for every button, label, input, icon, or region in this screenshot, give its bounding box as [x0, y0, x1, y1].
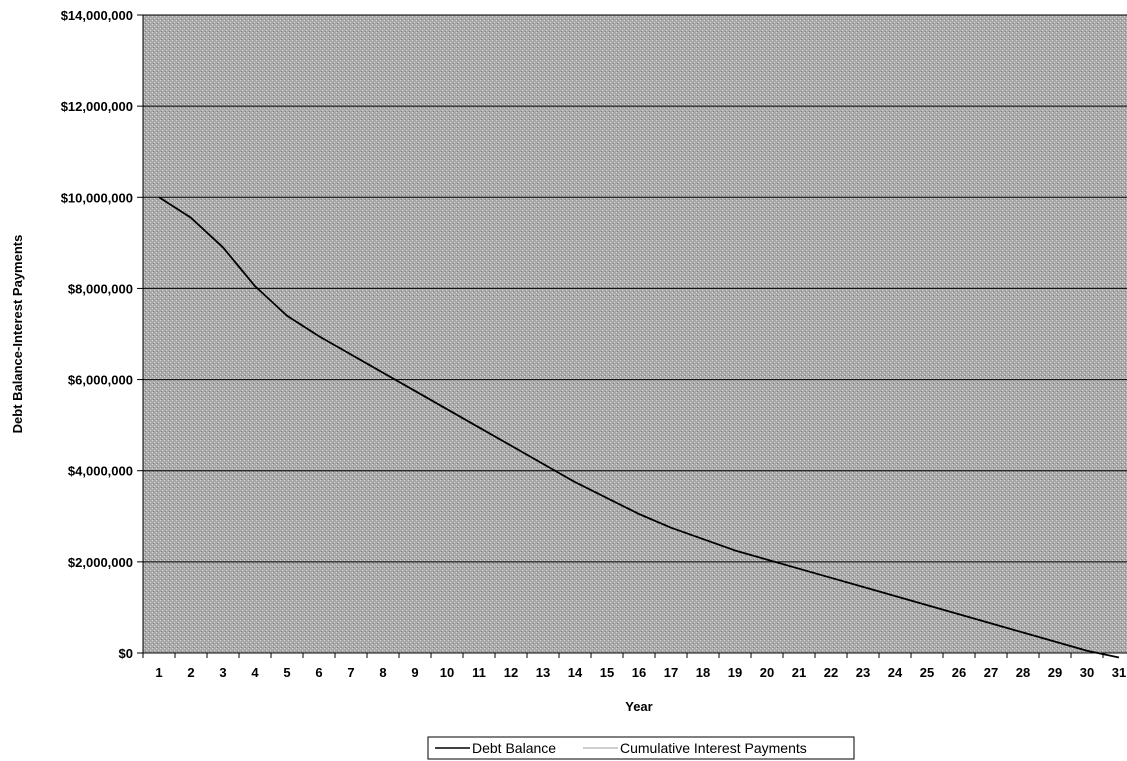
- x-tick-label: 2: [187, 665, 194, 680]
- x-tick-label: 22: [824, 665, 838, 680]
- x-tick-label: 13: [536, 665, 550, 680]
- legend-debt-balance-label: Debt Balance: [472, 740, 556, 756]
- x-tick-label: 11: [472, 665, 486, 680]
- x-tick-label: 23: [856, 665, 870, 680]
- x-tick-label: 8: [379, 665, 386, 680]
- y-tick-label: $6,000,000: [68, 373, 133, 388]
- x-tick-label: 17: [664, 665, 678, 680]
- y-axis-title: Debt Balance-Interest Payments: [10, 235, 25, 434]
- y-tick-label: $12,000,000: [61, 99, 133, 114]
- y-tick-label: $10,000,000: [61, 190, 133, 205]
- y-tick-label: $0: [119, 646, 133, 661]
- series-group: [158, 196, 1120, 659]
- x-tick-label: 5: [283, 665, 290, 680]
- x-tick-label: 16: [632, 665, 646, 680]
- x-tick-label: 1: [155, 665, 162, 680]
- x-tick-label: 14: [568, 665, 583, 680]
- x-tick-label: 9: [411, 665, 418, 680]
- legend: Debt Balance Cumulative Interest Payment…: [427, 736, 855, 760]
- gridlines: [143, 14, 1127, 654]
- x-tick-label: 4: [251, 665, 259, 680]
- y-tick-label: $4,000,000: [68, 464, 133, 479]
- plot-area: [143, 15, 1127, 653]
- y-axis-ticks: $0 $2,000,000 $4,000,000 $6,000,000 $8,000,0…: [61, 8, 144, 661]
- x-tick-label: 7: [347, 665, 354, 680]
- x-tick-label: 21: [792, 665, 806, 680]
- x-tick-label: 15: [600, 665, 614, 680]
- x-tick-label: 30: [1080, 665, 1094, 680]
- x-tick-label: 29: [1048, 665, 1062, 680]
- x-tick-label: 25: [920, 665, 934, 680]
- x-tick-label: 3: [219, 665, 226, 680]
- x-tick-label: 31: [1112, 665, 1126, 680]
- legend-cumulative-interest-label: Cumulative Interest Payments: [620, 740, 807, 756]
- x-tick-label: 20: [760, 665, 774, 680]
- x-tick-label: 12: [504, 665, 518, 680]
- x-tick-label: 10: [440, 665, 454, 680]
- x-tick-label: 26: [952, 665, 966, 680]
- x-tick-label: 24: [888, 665, 903, 680]
- x-tick-label: 18: [696, 665, 710, 680]
- x-axis-title: Year: [625, 699, 652, 714]
- legend-box: [427, 736, 855, 760]
- x-tick-label: 6: [315, 665, 322, 680]
- x-tick-label: 19: [728, 665, 742, 680]
- series-line-0: [158, 196, 1120, 659]
- x-tick-label: 28: [1016, 665, 1030, 680]
- y-tick-label: $2,000,000: [68, 555, 133, 570]
- x-axis-ticks: 1 2 3 4 5 6 7 8 9 10 11 12 13 14 15 16 17 18 19 20 21 22 23 24 2…: [142, 652, 1127, 680]
- x-tick-label: 27: [984, 665, 998, 680]
- y-tick-label: $14,000,000: [61, 8, 133, 23]
- y-tick-label: $8,000,000: [68, 281, 133, 296]
